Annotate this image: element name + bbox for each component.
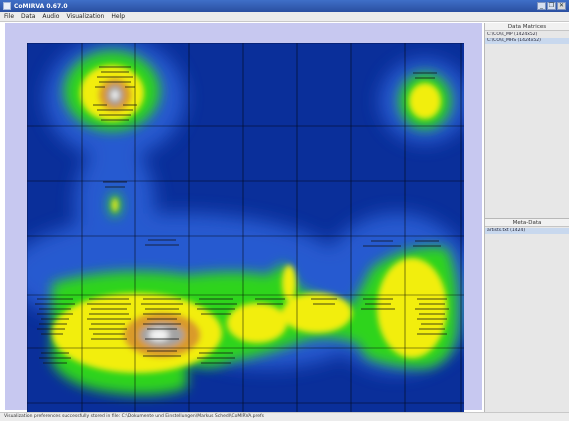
window-controls: _ ❐ ✕ (537, 2, 566, 10)
meta-data-panel: Meta-Data artists.txt (1424) (485, 218, 569, 412)
menu-visualization[interactable]: Visualization (66, 13, 105, 20)
islands-of-music-map[interactable] (27, 43, 464, 415)
menu-help[interactable]: Help (111, 13, 126, 20)
title-bar: CoMIRVA 0.67.0 _ ❐ ✕ (0, 0, 569, 12)
data-matrix-item-selected[interactable]: C:\CO\s_MHS (1424x52) (485, 38, 569, 44)
menu-data[interactable]: Data (21, 13, 36, 20)
artist-label-marks (35, 66, 449, 364)
minimize-button[interactable]: _ (537, 2, 546, 10)
close-button[interactable]: ✕ (557, 2, 566, 10)
window-title: CoMIRVA 0.67.0 (14, 2, 68, 10)
menu-file[interactable]: File (4, 13, 15, 20)
maximize-button[interactable]: ❐ (547, 2, 556, 10)
app-icon (3, 2, 11, 10)
meta-data-item[interactable]: artists.txt (1424) (485, 228, 569, 234)
island-highlands (52, 65, 447, 373)
data-matrices-list[interactable]: C:\CO\s_MP (1424x52) C:\CO\s_MHS (1424x5… (485, 31, 569, 44)
data-matrix-item[interactable]: C:\CO\s_MP (1424x52) (487, 32, 538, 37)
sidebar: Data Matrices C:\CO\s_MP (1424x52) C:\CO… (484, 23, 569, 412)
data-matrices-header: Data Matrices (485, 23, 569, 31)
menu-bar: File Data Audio Visualization Help (0, 12, 569, 22)
visualization-area[interactable] (5, 23, 482, 415)
data-matrices-panel: Data Matrices C:\CO\s_MP (1424x52) C:\CO… (485, 23, 569, 215)
status-bar: Visualization preferences successfully s… (0, 412, 569, 421)
meta-data-list[interactable]: artists.txt (1424) (485, 227, 569, 234)
menu-audio[interactable]: Audio (42, 13, 60, 20)
meta-data-header: Meta-Data (485, 219, 569, 227)
